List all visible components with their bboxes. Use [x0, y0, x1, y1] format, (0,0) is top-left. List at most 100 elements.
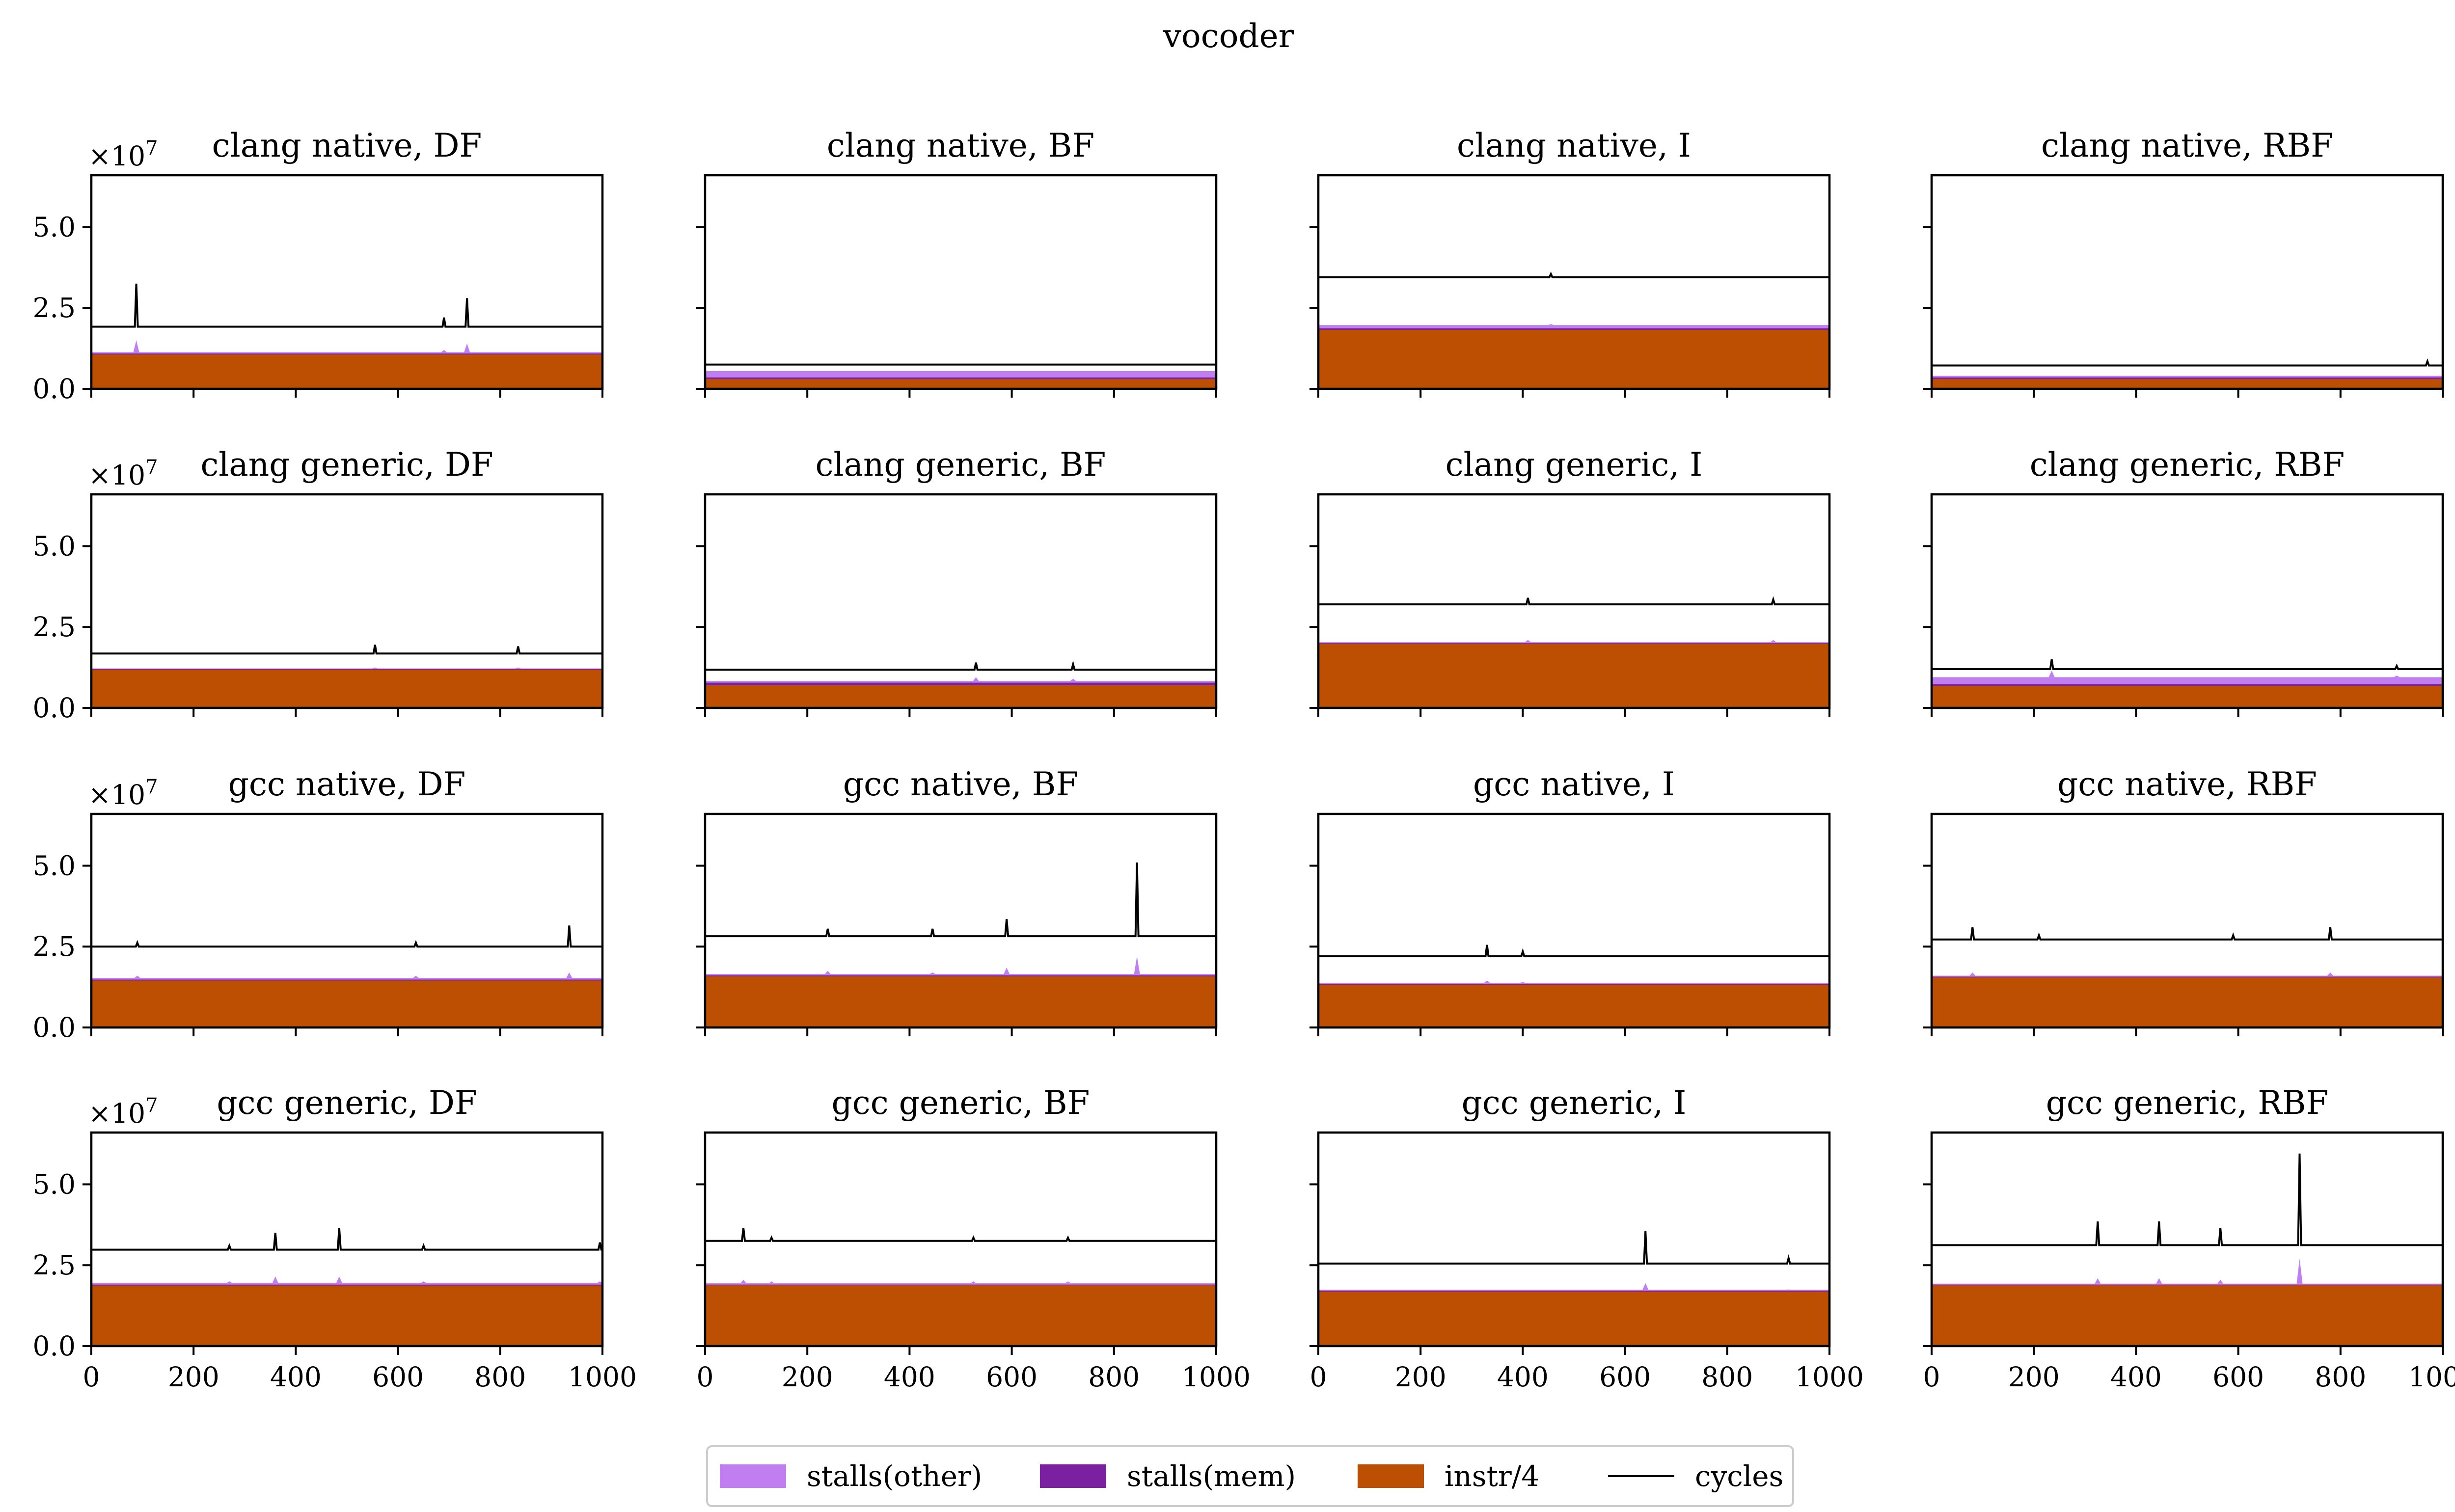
axes-frame	[90, 1131, 604, 1348]
area-instr	[1318, 330, 1829, 389]
x-tick-label: 1000	[1795, 1361, 1864, 1393]
stall-spike	[824, 971, 831, 974]
line-cycles	[1932, 1153, 2443, 1246]
x-tick-label: 400	[270, 1361, 322, 1393]
subplot-title: clang generic, RBF	[2030, 446, 2345, 484]
x-tick-label: 200	[1395, 1361, 1446, 1393]
area-instr	[91, 670, 602, 708]
x-tick-label: 600	[1599, 1361, 1651, 1393]
subplot-title: gcc generic, DF	[217, 1084, 477, 1122]
stall-spike	[515, 667, 521, 669]
stall-spike	[566, 972, 573, 978]
subplot-title: gcc native, BF	[843, 765, 1078, 803]
subplot-title: gcc native, RBF	[2057, 765, 2317, 803]
subplot-title: clang native, I	[1457, 127, 1691, 164]
x-tick-label: 400	[2110, 1361, 2162, 1393]
x-tick-label: 800	[1088, 1361, 1140, 1393]
x-tick-label: 800	[474, 1361, 526, 1393]
subplot-clang-native-df: clang native, DF 0.0 2.5 5.0 ×107	[33, 127, 604, 405]
stall-spike	[2296, 1259, 2303, 1284]
y-exponent-label: ×107	[88, 456, 158, 491]
line-cycles	[705, 862, 1216, 938]
stall-spike	[226, 1281, 233, 1283]
y-exponent-label: ×107	[88, 776, 158, 810]
axes-frame	[1317, 493, 1831, 709]
area-instr	[1318, 644, 1829, 708]
legend: stalls(other) stalls(mem) instr/4 cycles	[706, 1445, 1794, 1507]
x-tick-label: 1000	[1182, 1361, 1251, 1393]
subplot-gcc-native-rbf: gcc native, RBF	[1923, 765, 2444, 1036]
line-cycles	[91, 925, 602, 948]
axes-frame	[90, 812, 604, 1029]
subplot-title: gcc native, DF	[228, 765, 466, 803]
y-exponent-label: ×107	[88, 137, 158, 172]
x-tick-label: 200	[168, 1361, 219, 1393]
line-cycles	[91, 1228, 602, 1251]
subplot-title: clang native, DF	[212, 127, 482, 164]
stall-spike	[2156, 1278, 2162, 1284]
area-instr	[705, 1285, 1216, 1346]
stall-spike	[133, 340, 139, 352]
y-tick-label: 2.5	[33, 1249, 76, 1281]
area-instr	[1318, 1292, 1829, 1346]
stall-spike	[768, 1281, 775, 1284]
y-tick-label: 5.0	[33, 850, 76, 881]
y-tick-label: 5.0	[33, 1168, 76, 1200]
axes-frame	[1317, 174, 1831, 390]
x-tick-label: 600	[986, 1361, 1037, 1393]
stall-spike	[1642, 1283, 1649, 1290]
subplot-title: clang generic, BF	[816, 446, 1106, 484]
stall-spike	[929, 972, 936, 974]
stall-spike	[1969, 972, 1976, 976]
area-instr	[705, 685, 1216, 708]
subplot-gcc-generic-bf: gcc generic, BF 0 200 400 600 800 1000	[696, 1084, 1251, 1393]
legend-swatch-stalls-other	[720, 1464, 786, 1488]
area-instr	[1318, 985, 1829, 1027]
line-cycles	[1318, 945, 1829, 957]
stall-spike	[1520, 982, 1526, 983]
stall-spike	[413, 975, 419, 978]
stall-spike	[2327, 972, 2333, 976]
stall-spike	[372, 667, 378, 669]
subplot-clang-generic-bf: clang generic, BF	[696, 446, 1218, 717]
subplot-title: gcc generic, I	[1462, 1084, 1687, 1122]
subplot-title: clang native, RBF	[2041, 127, 2333, 164]
x-tick-label: 400	[884, 1361, 935, 1393]
stall-spike	[740, 1279, 747, 1284]
axes-frame	[1930, 1131, 2444, 1348]
subplot-gcc-native-bf: gcc native, BF	[696, 765, 1218, 1036]
y-tick-label: 2.5	[33, 611, 76, 643]
legend-swatch-instr	[1358, 1464, 1424, 1488]
y-tick-label: 0.0	[33, 1012, 76, 1043]
y-tick-label: 2.5	[33, 292, 76, 324]
subplot-clang-native-i: clang native, I	[1309, 127, 1831, 398]
stall-spike	[970, 1281, 977, 1284]
x-tick-label: 0	[1923, 1361, 1940, 1393]
stall-spike	[973, 677, 979, 681]
axes-frame	[1930, 493, 2444, 709]
subplot-clang-native-rbf: clang native, RBF	[1923, 127, 2444, 398]
x-tick-label: 1000	[568, 1361, 637, 1393]
subplot-clang-generic-rbf: clang generic, RBF	[1923, 446, 2444, 717]
subplot-title: clang generic, I	[1446, 446, 1703, 484]
area-instr	[1932, 1285, 2443, 1346]
subplot-gcc-native-df: gcc native, DF 0.0 2.5 5.0 ×107	[33, 765, 604, 1043]
subplot-gcc-generic-i: gcc generic, I 0 200 400 600 800 1000	[1309, 1084, 1864, 1393]
y-tick-label: 0.0	[33, 692, 76, 724]
subplot-title: clang native, BF	[827, 127, 1094, 164]
stall-spike	[420, 1281, 427, 1283]
stall-spike	[1065, 1281, 1071, 1284]
line-cycles	[91, 645, 602, 655]
x-tick-label: 600	[372, 1361, 424, 1393]
x-tick-label: 200	[782, 1361, 833, 1393]
y-tick-label: 2.5	[33, 931, 76, 962]
x-tick-label: 200	[2008, 1361, 2060, 1393]
subplot-gcc-generic-rbf: gcc generic, RBF 0 200 400 600 800 1000	[1923, 1084, 2455, 1393]
x-tick-label: 0	[1310, 1361, 1327, 1393]
x-tick-label: 600	[2212, 1361, 2264, 1393]
y-exponent-label: ×107	[88, 1094, 158, 1129]
line-cycles	[1318, 271, 1829, 278]
axes-frame	[1317, 812, 1831, 1029]
stall-spike	[1548, 324, 1554, 325]
